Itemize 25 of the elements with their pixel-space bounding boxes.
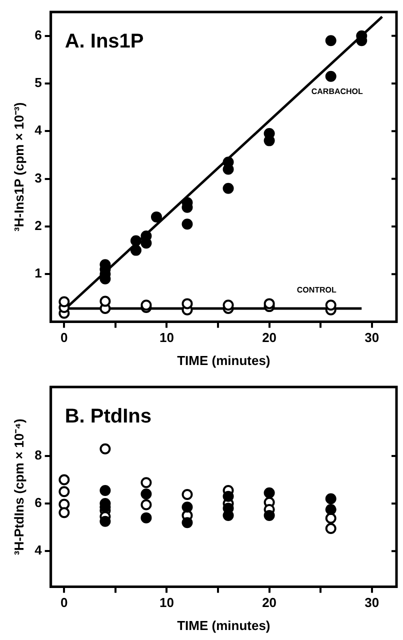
y-tick-label: 6: [34, 495, 42, 510]
text: B. PtdIns: [64, 406, 152, 428]
x-tick-label: 30: [364, 595, 380, 610]
x-tick-label: 20: [262, 595, 277, 610]
x-tick-label: 20: [262, 330, 277, 346]
y-tick-label: 2: [34, 218, 42, 234]
series-label: CARBACHOL: [311, 86, 364, 96]
x-axis-title: TIME (minutes): [177, 618, 270, 633]
y-tick-label: 8: [34, 448, 42, 463]
y-tick-label: 6: [34, 27, 42, 42]
y-axis-title: ³H-Ins1P (cpm × 10⁻³): [11, 102, 26, 232]
x-tick-label: 30: [364, 330, 380, 346]
y-axis-title: ³H-PtdIns (cpm × 10⁻⁴): [11, 418, 26, 556]
series-label: CONTROL: [296, 286, 337, 295]
x-tick-label: 10: [160, 595, 174, 610]
text: A. Ins1P: [64, 30, 144, 53]
y-tick-label: 3: [34, 170, 42, 186]
x-tick-label: 0: [60, 330, 68, 346]
y-tick-label: 4: [34, 542, 43, 558]
y-tick-label: 4: [34, 122, 43, 138]
x-axis-title: TIME (minutes): [177, 352, 270, 368]
x-tick-label: 0: [60, 595, 68, 610]
y-tick-label: 5: [34, 75, 42, 90]
x-tick-label: 10: [160, 330, 174, 346]
y-tick-label: 1: [34, 266, 42, 281]
